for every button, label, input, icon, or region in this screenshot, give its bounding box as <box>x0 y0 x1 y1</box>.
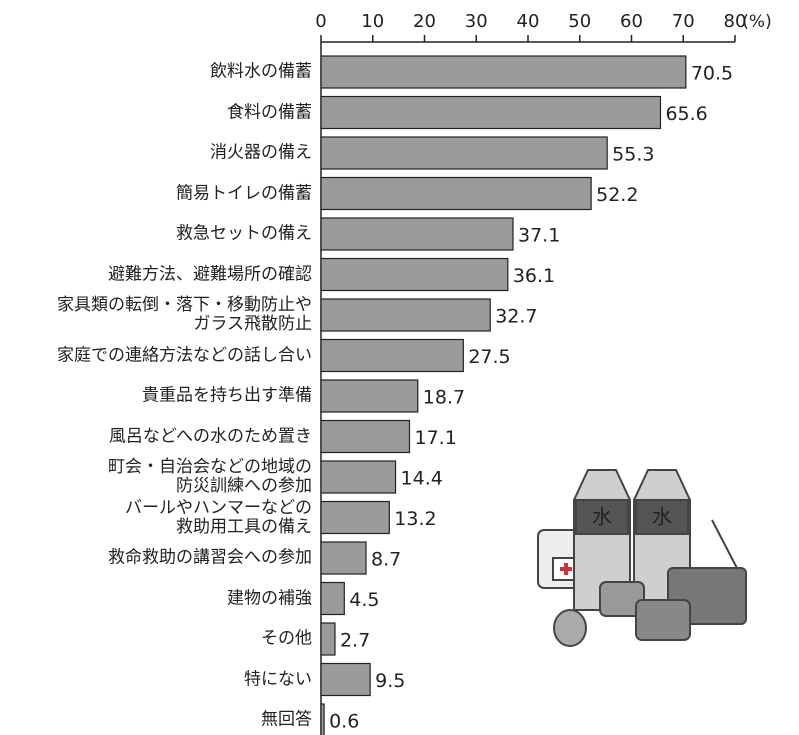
bar <box>321 461 396 493</box>
y-tick-label: 飲料水の備蓄 <box>210 63 312 82</box>
bar <box>321 542 366 574</box>
value-label: 13.2 <box>394 508 436 530</box>
value-label: 18.7 <box>423 387 465 409</box>
y-tick-label: 建物の補強 <box>227 589 312 608</box>
y-tick-label: バールやハンマーなどの 救助用工具の備え <box>125 499 312 537</box>
svg-text:水: 水 <box>592 505 612 529</box>
bar <box>321 56 686 88</box>
y-tick-label: 救急セットの備え <box>176 225 312 244</box>
bar <box>321 259 508 291</box>
value-label: 37.1 <box>518 225 560 247</box>
value-label: 8.7 <box>371 549 401 571</box>
y-tick-label: 貴重品を持ち出す準備 <box>142 387 312 406</box>
bar <box>321 340 463 372</box>
bar <box>321 502 389 534</box>
bar <box>321 97 660 129</box>
value-label: 14.4 <box>401 468 443 490</box>
bar <box>321 178 591 210</box>
value-label: 9.5 <box>375 670 405 692</box>
x-tick-label: 0 <box>315 11 326 32</box>
value-label: 4.5 <box>349 589 379 611</box>
value-label: 17.1 <box>414 427 456 449</box>
bar <box>321 421 409 453</box>
y-tick-label: 食料の備蓄 <box>227 103 312 122</box>
y-tick-label: 家庭での連絡方法などの話し合い <box>57 346 312 365</box>
value-label: 32.7 <box>495 306 537 328</box>
y-tick-label: 消火器の備え <box>210 144 312 163</box>
value-label: 55.3 <box>612 144 654 166</box>
bar <box>321 137 607 169</box>
illustration: 水 水 <box>538 470 746 646</box>
y-tick-label: 風呂などへの水のため置き <box>109 427 312 446</box>
x-tick-label: 50 <box>568 11 591 32</box>
y-tick-label: その他 <box>261 630 312 649</box>
svg-text:水: 水 <box>652 505 672 529</box>
value-label: 36.1 <box>513 265 555 287</box>
bar <box>321 664 370 696</box>
x-tick-label: 30 <box>465 11 488 32</box>
x-tick-label: 70 <box>672 11 695 32</box>
y-tick-label: 救命救助の講習会への参加 <box>108 549 312 568</box>
bar <box>321 380 418 412</box>
value-label: 0.6 <box>329 711 359 733</box>
x-axis-label: (%) <box>742 12 771 32</box>
x-tick-label: 10 <box>361 11 384 32</box>
value-label: 2.7 <box>340 630 370 652</box>
value-label: 52.2 <box>596 184 638 206</box>
bar <box>321 704 324 735</box>
y-tick-label: 町会・自治会などの地域の 防災訓練への参加 <box>108 458 312 496</box>
value-label: 70.5 <box>691 63 733 85</box>
bar <box>321 218 513 250</box>
bar <box>321 623 335 655</box>
value-label: 27.5 <box>468 346 510 368</box>
y-tick-label: 特にない <box>244 670 312 689</box>
x-tick-label: 40 <box>517 11 540 32</box>
x-tick-label: 20 <box>413 11 436 32</box>
x-tick-label: 60 <box>620 11 643 32</box>
y-tick-label: 家具類の転倒・落下・移動防止や ガラス飛散防止 <box>57 296 312 334</box>
bar <box>321 583 344 615</box>
y-tick-label: 簡易トイレの備蓄 <box>176 184 312 203</box>
bar <box>321 299 490 331</box>
y-tick-label: 避難方法、避難場所の確認 <box>108 265 312 284</box>
y-tick-label: 無回答 <box>261 711 312 730</box>
chart-svg: 水 水 01020304050607080(%)70.565.655.352.2… <box>0 0 799 735</box>
chart: 水 水 01020304050607080(%)70.565.655.352.2… <box>0 0 799 735</box>
value-label: 65.6 <box>665 103 707 125</box>
